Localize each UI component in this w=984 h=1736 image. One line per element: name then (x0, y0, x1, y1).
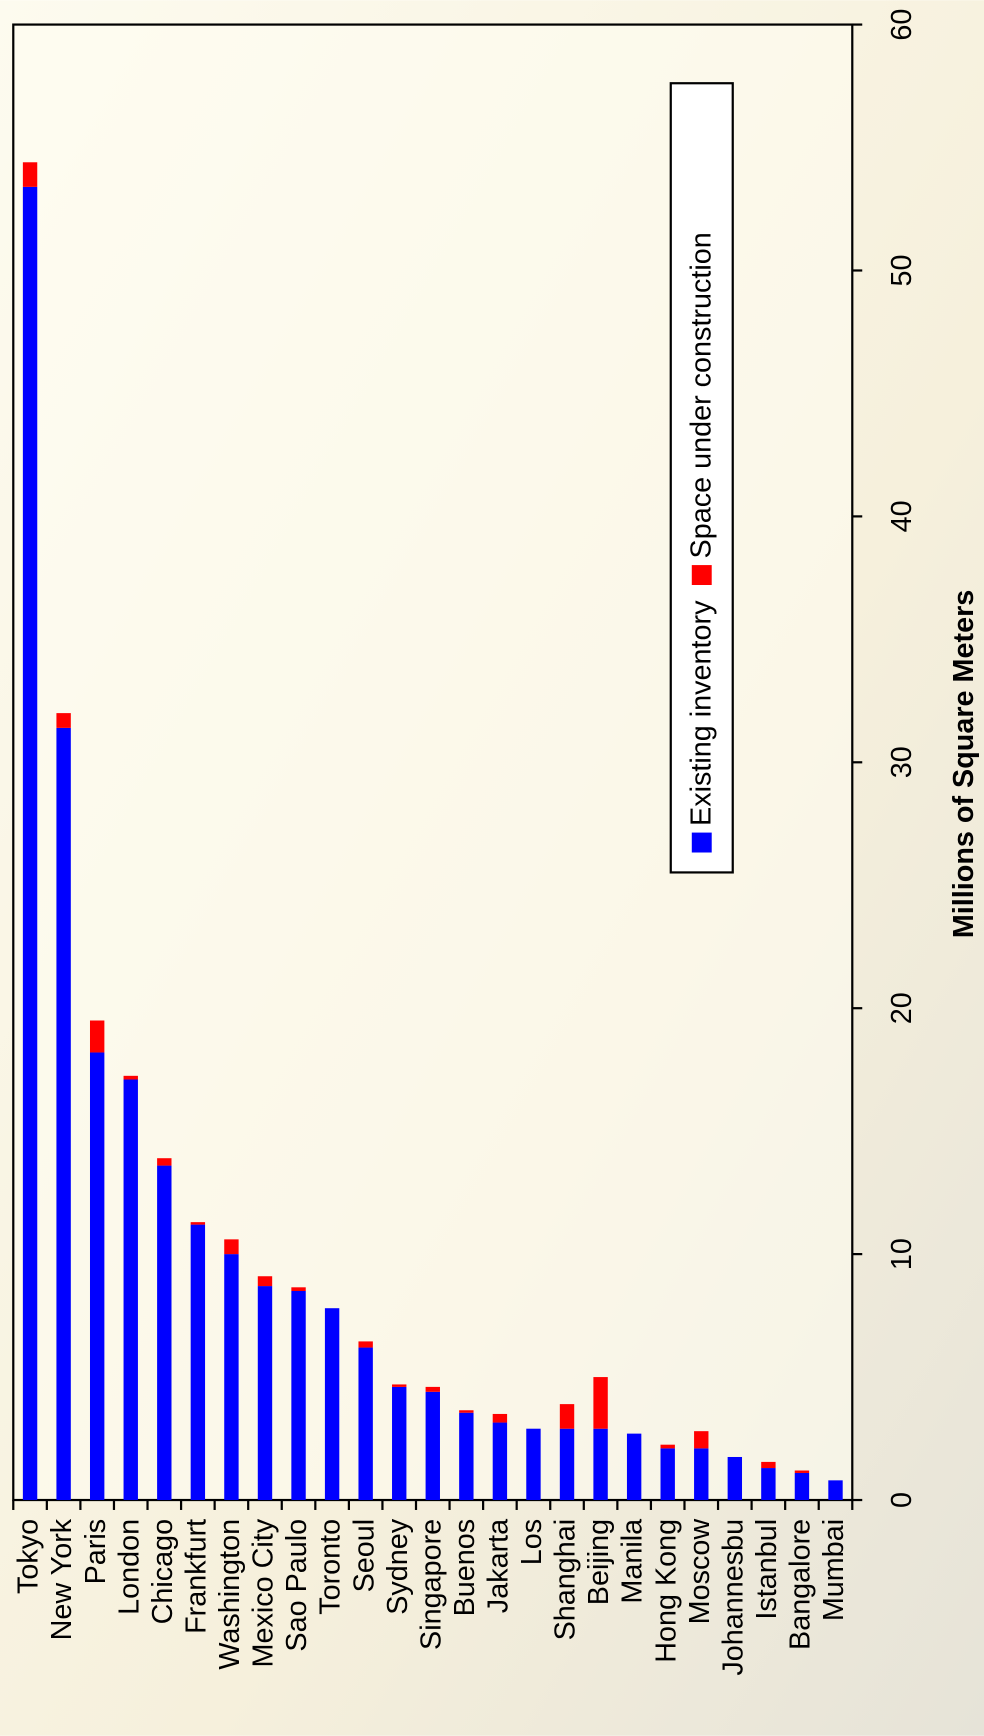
bar-segment (425, 1386, 440, 1392)
bar-segment (459, 1412, 474, 1501)
x-tick-label: Beijing (583, 1519, 615, 1605)
bar-segment (761, 1461, 776, 1469)
bar-segment (761, 1468, 776, 1501)
legend-box (669, 82, 734, 874)
bar-segment (593, 1428, 608, 1501)
bar-segment (291, 1290, 306, 1501)
x-tick-label: London (113, 1519, 145, 1615)
bar-segment (56, 727, 71, 1501)
bar-segment (257, 1286, 273, 1501)
bar-segment (224, 1254, 239, 1501)
bar-segment (291, 1287, 306, 1291)
bar-segment (526, 1428, 541, 1501)
x-tick-label: Sao Paulo (281, 1519, 313, 1652)
bar-segment (492, 1422, 508, 1501)
legend-swatch (691, 832, 712, 853)
bar-segment (257, 1276, 273, 1287)
bar-segment (224, 1239, 239, 1255)
bar-segment (22, 162, 38, 187)
x-tick-label: Sydney (382, 1518, 414, 1615)
bar-segment (459, 1410, 474, 1413)
bar-segment (794, 1472, 810, 1501)
bar-segment (22, 186, 38, 1501)
axis-title: Millions of Square Meters (948, 590, 980, 938)
x-tick-label: Mexico City (248, 1518, 280, 1667)
bar-segment (492, 1413, 508, 1423)
bar-segment (358, 1341, 373, 1348)
bar-segment (392, 1384, 407, 1387)
x-tick-label: Toronto (315, 1519, 347, 1615)
x-tick-label: Seoul (348, 1519, 380, 1593)
x-tick-label: Bangalore (785, 1519, 817, 1650)
x-tick-label: Washington (214, 1519, 246, 1670)
x-tick-label: Hong Kong (650, 1519, 682, 1663)
bar-segment (392, 1386, 407, 1501)
x-tick-label: Chicago (147, 1519, 179, 1625)
legend-label: Space under construction (685, 232, 717, 558)
bar-segment (828, 1480, 843, 1501)
x-tick-label: Los (516, 1519, 548, 1565)
x-tick-label: New York (46, 1518, 78, 1640)
x-tick-label: Frankfurt (180, 1519, 212, 1634)
x-tick-label: Istanbul (751, 1519, 783, 1620)
y-tick-label: 0 (886, 1492, 918, 1508)
x-tick-label: Paris (80, 1519, 112, 1585)
bar-segment (794, 1470, 810, 1473)
legend-swatch (691, 565, 712, 586)
bar-segment (324, 1308, 340, 1501)
legend: Existing inventory Space under constructi… (685, 232, 717, 853)
bar-segment (559, 1428, 575, 1501)
x-tick-label: Johannesbu (717, 1519, 749, 1676)
legend-label: Existing inventory (685, 600, 717, 826)
x-tick-label: Mumbai (818, 1519, 850, 1621)
bar-segment (660, 1448, 675, 1501)
bar-segment (89, 1052, 105, 1501)
bar-segment (559, 1404, 575, 1429)
y-tick-label: 60 (886, 9, 918, 41)
bar-segment (694, 1431, 709, 1449)
bar-segment (157, 1165, 172, 1501)
x-tick-label: Tokyo (13, 1519, 45, 1594)
y-tick-label: 50 (886, 254, 918, 286)
x-tick-label: Jakarta (482, 1519, 514, 1613)
bar-segment (660, 1444, 675, 1449)
y-tick-label: 40 (886, 500, 918, 532)
bar-segment (190, 1222, 206, 1225)
bar-segment (425, 1391, 440, 1501)
bar-segment (123, 1079, 138, 1501)
bar-segment (727, 1456, 743, 1501)
x-tick-label: Manila (617, 1519, 649, 1604)
x-tick-label: Shanghai (550, 1519, 582, 1641)
bar-segment (89, 1020, 105, 1053)
x-tick-label: Moscow (684, 1519, 716, 1625)
bar-segment (56, 713, 71, 728)
bar-segment (694, 1448, 709, 1501)
bar-segment (157, 1158, 172, 1166)
y-tick-label: 30 (886, 746, 918, 778)
x-tick-label: Singapore (415, 1519, 447, 1650)
bar-segment (593, 1377, 608, 1429)
y-tick-label: 10 (886, 1238, 918, 1270)
bar-segment (190, 1224, 206, 1501)
y-tick-label: 20 (886, 992, 918, 1024)
x-tick-label: Buenos (449, 1519, 481, 1617)
bar-segment (123, 1075, 138, 1080)
bar-segment (358, 1347, 373, 1501)
bar-segment (626, 1433, 642, 1501)
